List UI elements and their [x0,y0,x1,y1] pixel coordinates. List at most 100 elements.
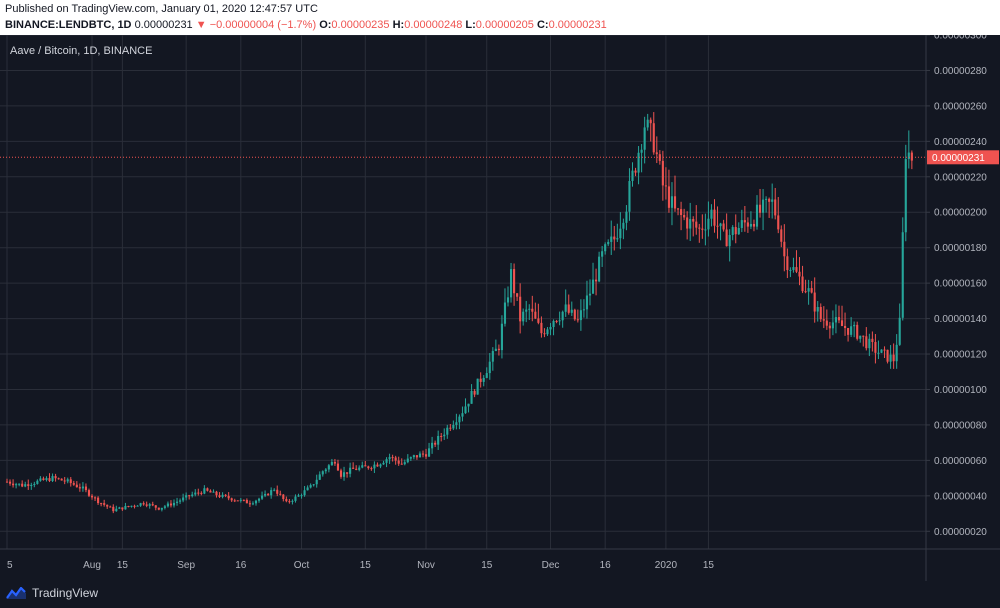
candle[interactable] [719,222,722,241]
candle[interactable] [267,493,270,496]
candle[interactable] [245,498,248,504]
candle[interactable] [182,493,185,503]
candle[interactable] [813,277,816,323]
candle[interactable] [36,479,39,485]
candle[interactable] [33,481,36,488]
candle[interactable] [306,485,309,491]
candle[interactable] [221,492,224,499]
candle[interactable] [488,352,491,380]
candle[interactable] [367,465,370,470]
candle[interactable] [179,498,182,504]
candle[interactable] [288,498,291,504]
candle[interactable] [139,502,142,507]
candle[interactable] [528,304,531,320]
candle[interactable] [549,323,552,336]
candle[interactable] [172,499,176,508]
candle[interactable] [728,229,731,262]
candle[interactable] [18,483,21,487]
candle[interactable] [464,398,467,414]
candle[interactable] [397,456,400,466]
candle[interactable] [637,146,640,185]
candle[interactable] [206,487,209,492]
candle[interactable] [224,494,227,498]
candle[interactable] [300,493,303,499]
candle[interactable] [837,305,841,324]
candle[interactable] [42,476,45,481]
candle[interactable] [330,458,333,466]
candle[interactable] [127,505,130,508]
candle[interactable] [112,504,115,514]
candle[interactable] [655,136,658,164]
candle[interactable] [816,301,819,322]
candle[interactable] [239,498,242,503]
candle[interactable] [680,201,683,231]
candle[interactable] [130,505,133,508]
candle[interactable] [649,117,652,142]
candle[interactable] [792,257,795,273]
candle[interactable] [877,340,880,360]
candle[interactable] [382,460,385,465]
candle[interactable] [822,306,825,329]
candle[interactable] [81,482,84,492]
candle[interactable] [676,207,680,216]
candle[interactable] [394,455,397,465]
candle[interactable] [24,481,27,488]
candle[interactable] [21,480,24,488]
candle[interactable] [424,448,428,459]
candle[interactable] [467,403,470,413]
candle[interactable] [482,375,485,387]
candle[interactable] [780,225,783,248]
candle[interactable] [853,321,856,338]
candle[interactable] [862,335,865,347]
candle[interactable] [710,204,713,227]
candle[interactable] [801,265,804,294]
candle[interactable] [63,476,66,485]
candle[interactable] [364,460,367,467]
candle[interactable] [686,211,689,240]
candle[interactable] [443,428,446,440]
candle[interactable] [591,262,595,294]
candle[interactable] [60,478,63,481]
candle[interactable] [892,343,895,369]
candle[interactable] [640,144,643,173]
candle[interactable] [479,372,482,388]
candle[interactable] [191,491,194,498]
candle[interactable] [625,205,628,231]
candle[interactable] [203,485,206,495]
candle[interactable] [352,462,355,469]
candle[interactable] [634,167,637,177]
candle[interactable] [610,220,613,255]
candle[interactable] [346,472,349,478]
candle[interactable] [339,468,343,479]
tradingview-logo[interactable]: TradingView [6,586,98,600]
candle[interactable] [133,504,136,509]
candle[interactable] [771,183,774,219]
chart-area[interactable]: 0.00000020 0.00000040 0.00000060 0.00000080… [0,35,1000,581]
candle[interactable] [889,345,892,369]
candle[interactable] [388,453,391,464]
candle[interactable] [291,499,294,505]
candle[interactable] [804,279,807,294]
candle[interactable] [446,424,449,439]
candle[interactable] [749,211,752,230]
candle[interactable] [582,299,585,318]
candle[interactable] [75,481,78,488]
candle[interactable] [871,331,874,352]
candle[interactable] [807,279,810,305]
candle[interactable] [379,463,382,469]
candle[interactable] [522,308,525,326]
candle[interactable] [673,175,677,212]
candle[interactable] [613,225,616,251]
candle[interactable] [318,471,321,481]
candle[interactable] [470,384,473,404]
candle[interactable] [251,501,255,506]
candle[interactable] [197,488,200,496]
candle[interactable] [84,483,88,493]
candle[interactable] [561,310,564,328]
candle[interactable] [646,113,649,131]
candle[interactable] [215,490,218,498]
candle[interactable] [315,474,318,488]
candle[interactable] [185,492,188,501]
candle[interactable] [270,487,273,499]
candle[interactable] [786,248,789,279]
